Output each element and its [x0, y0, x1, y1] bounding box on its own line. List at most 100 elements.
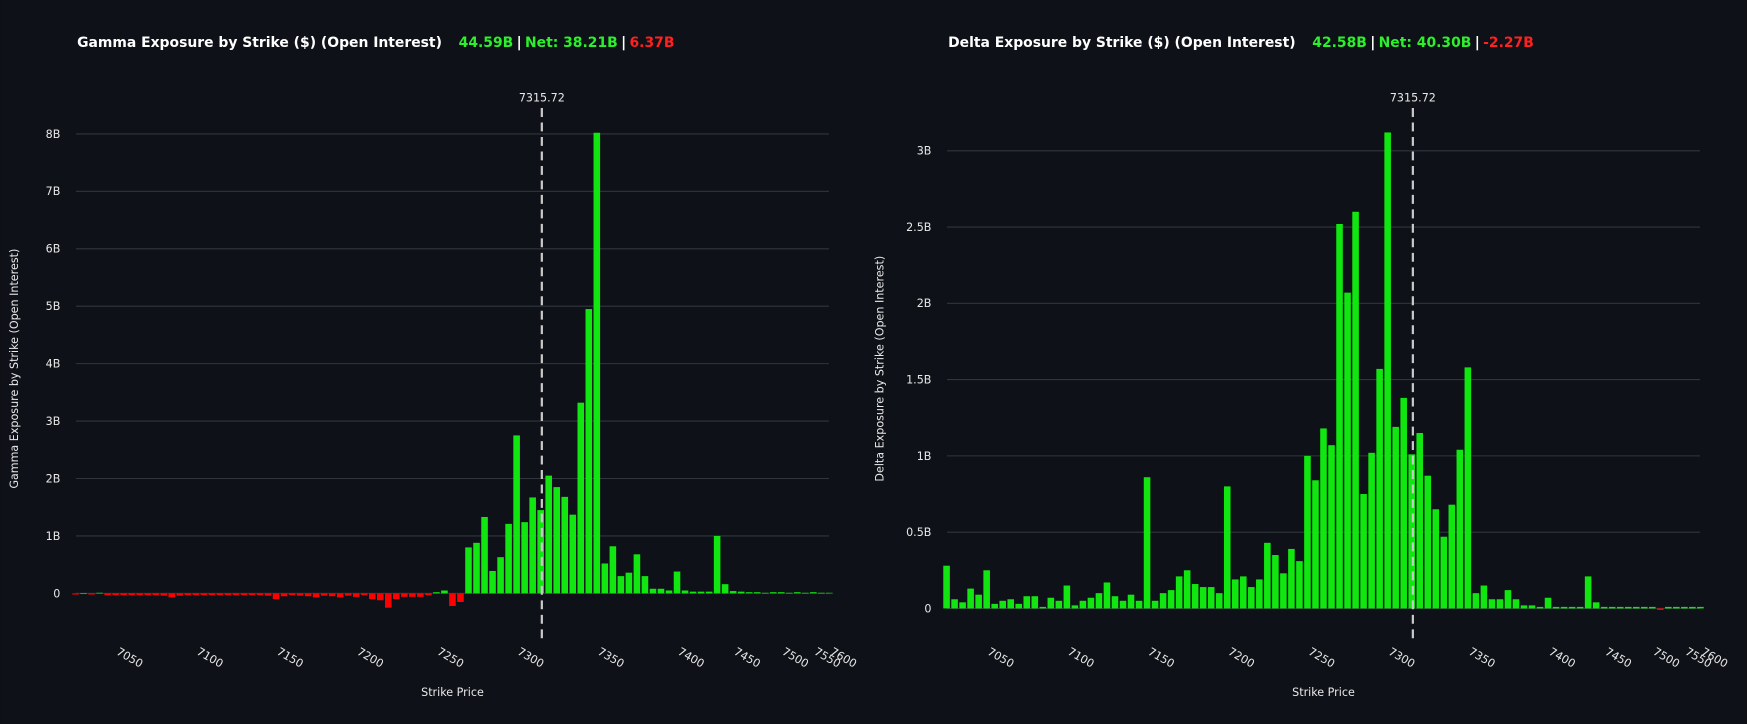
bar — [609, 546, 617, 594]
bar — [385, 593, 392, 608]
bar — [120, 593, 127, 596]
bar — [999, 600, 1006, 609]
bar — [545, 475, 552, 594]
bar — [585, 309, 593, 594]
bar — [1039, 606, 1047, 609]
bar — [1616, 606, 1624, 609]
bar — [296, 593, 304, 596]
bar — [1272, 555, 1279, 609]
bar — [1087, 597, 1095, 609]
bar — [1673, 606, 1680, 609]
bar — [1296, 561, 1303, 609]
bar — [72, 593, 79, 595]
bar — [1640, 606, 1648, 609]
bar — [1649, 606, 1656, 609]
bar — [1248, 587, 1255, 609]
y-tick-label: 1B — [917, 450, 932, 463]
bar — [1111, 596, 1119, 609]
bar — [1408, 454, 1415, 609]
bar — [497, 557, 504, 594]
bar — [377, 593, 384, 601]
bar — [1608, 606, 1616, 609]
bar — [1280, 573, 1287, 609]
bar — [1416, 432, 1424, 609]
bar — [1456, 449, 1464, 609]
bar — [1055, 600, 1063, 609]
bar — [88, 593, 95, 595]
bar — [1175, 576, 1183, 609]
bar — [697, 591, 705, 594]
y-tick-label: 8B — [46, 128, 61, 141]
bar — [1328, 445, 1335, 609]
bar — [777, 592, 785, 594]
bar — [1223, 486, 1231, 609]
bar — [1432, 509, 1440, 609]
bar — [713, 535, 721, 594]
bar — [641, 576, 649, 594]
bar — [176, 593, 184, 596]
bar — [1368, 452, 1375, 609]
bar — [1071, 605, 1079, 609]
bar — [1480, 585, 1488, 609]
bar — [617, 576, 625, 594]
bar — [959, 602, 966, 609]
summary-value: -2.27B — [1483, 35, 1534, 51]
bar — [1657, 608, 1664, 610]
bar — [192, 593, 200, 596]
bar — [761, 592, 769, 594]
bar — [983, 570, 990, 609]
bar — [1560, 606, 1568, 609]
bar — [208, 593, 216, 596]
bar — [1681, 606, 1688, 609]
separator: | — [621, 35, 626, 51]
bar — [975, 594, 982, 609]
bar — [1384, 132, 1391, 609]
bar — [232, 593, 240, 596]
bar — [280, 593, 288, 597]
bar — [1536, 606, 1544, 609]
bar — [1183, 570, 1191, 609]
bar — [673, 571, 681, 594]
summary-value: Net: 40.30B — [1379, 35, 1472, 51]
bar — [802, 592, 809, 594]
bar — [1079, 600, 1087, 609]
y-tick-label: 3B — [917, 145, 932, 158]
bar — [1320, 428, 1327, 609]
bar — [1424, 475, 1432, 609]
summary-value: Net: 38.21B — [525, 35, 618, 51]
bar — [1665, 606, 1672, 609]
bar — [1215, 593, 1223, 609]
bar — [1496, 599, 1504, 609]
bar — [1576, 606, 1584, 609]
bar — [1697, 606, 1704, 609]
y-axis-title: Gamma Exposure by Strike (Open Interest) — [8, 249, 21, 489]
chart-header: Gamma Exposure by Strike ($) (Open Inter… — [77, 35, 674, 51]
bar — [818, 592, 825, 594]
bar — [401, 593, 408, 597]
bar — [1240, 576, 1247, 609]
bar — [593, 132, 601, 594]
bar — [1360, 494, 1367, 609]
bar — [336, 593, 344, 598]
bar — [489, 570, 496, 594]
bar — [737, 591, 745, 594]
x-axis-title: Strike Price — [1292, 686, 1355, 699]
bar — [1624, 606, 1632, 609]
bar — [1135, 600, 1143, 609]
bar — [449, 593, 456, 607]
separator: | — [1370, 35, 1375, 51]
bar — [352, 593, 360, 597]
bar — [1031, 596, 1039, 609]
bar — [96, 592, 103, 594]
bar — [665, 590, 673, 594]
y-tick-label: 7B — [46, 185, 61, 198]
bar — [1167, 590, 1175, 609]
bar — [1392, 426, 1399, 609]
bar — [649, 588, 657, 594]
bar — [513, 435, 520, 594]
bar — [967, 588, 974, 609]
bar — [272, 593, 280, 600]
bar — [1015, 603, 1023, 609]
